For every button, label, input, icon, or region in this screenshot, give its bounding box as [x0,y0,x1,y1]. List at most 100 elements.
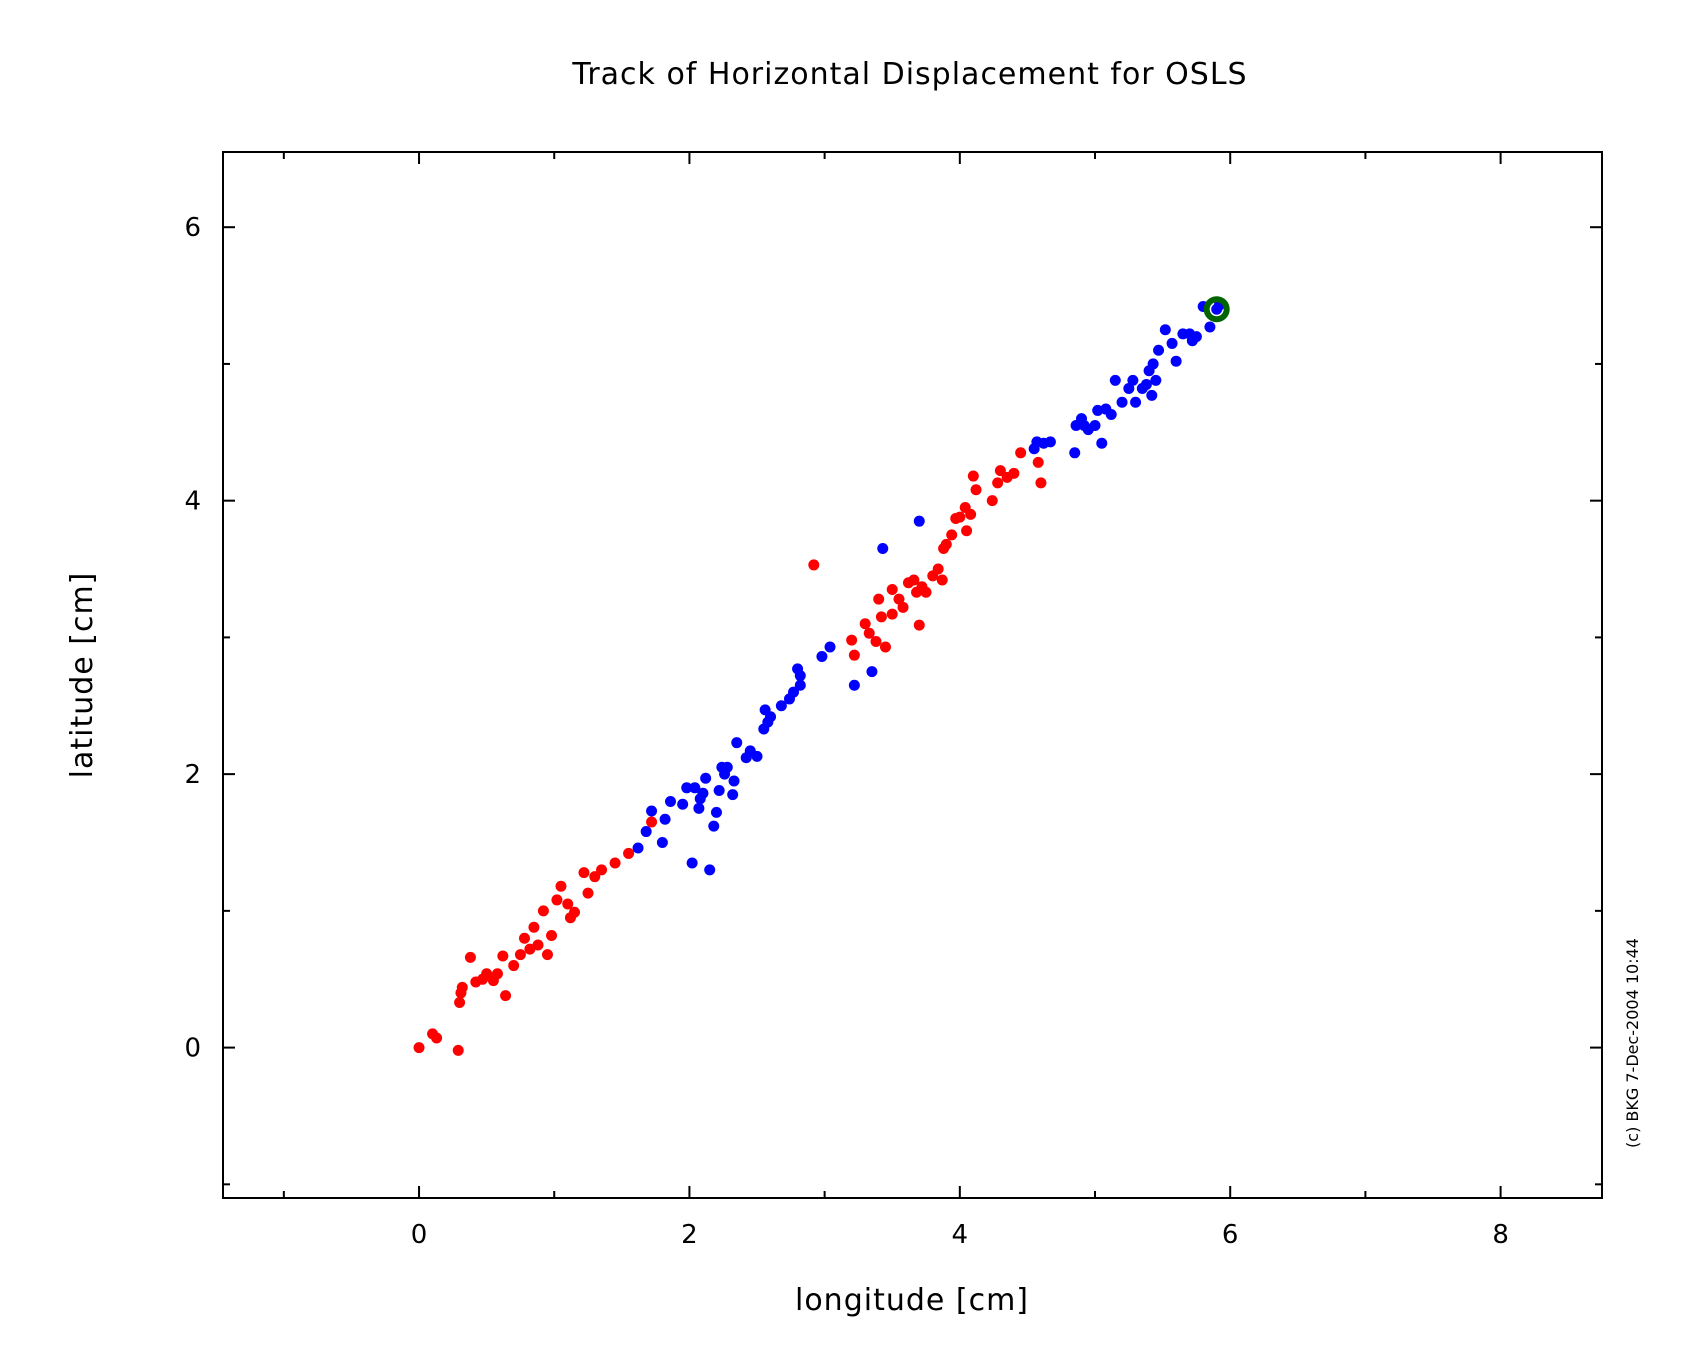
data-point [500,990,512,1002]
data-point [986,495,998,507]
data-point [1123,383,1135,395]
data-point [946,529,958,541]
data-point [508,960,520,972]
data-point [794,670,806,682]
data-point [646,805,658,817]
data-point [920,586,932,598]
data-point [454,996,466,1008]
y-axis-label: latitude [cm] [65,572,100,779]
data-point [708,820,720,832]
data-point [1032,456,1044,468]
data-point [727,789,739,801]
data-point [646,816,658,828]
data-point [677,798,689,810]
data-point [908,574,920,586]
data-point [788,686,800,698]
data-point [961,525,973,537]
data-point [1147,358,1159,370]
highlight-marker [1203,296,1230,323]
data-point [870,636,882,648]
data-point [866,666,878,678]
data-point [863,627,875,639]
data-point [1109,374,1121,386]
data-point [932,563,944,575]
data-point [518,932,530,944]
data-point [1096,437,1108,449]
data-point [1069,447,1081,459]
data-point [940,538,952,550]
data-point [431,1032,443,1044]
data-point [954,511,966,523]
credit-text: (c) BKG 7-Dec-2004 10:44 [1623,938,1642,1148]
data-point [491,968,503,980]
data-point [859,618,871,630]
y-tick-labels: 0 2 4 6 [184,213,201,1063]
data-point [623,847,635,859]
highlight-marker-group [1203,296,1230,323]
data-point [551,894,563,906]
data-point [886,584,898,596]
y-tick-label: 4 [184,487,201,517]
data-point [589,871,601,883]
data-point [846,634,858,646]
x-tick-label: 4 [952,1220,969,1250]
data-point [886,608,898,620]
x-tick-labels: 0 2 4 6 8 [411,1220,1509,1250]
data-point [632,842,644,854]
data-point [1105,409,1117,421]
data-point [528,921,540,933]
data-point [794,679,806,691]
data-point [569,906,581,918]
data-point [481,968,493,980]
data-point [562,898,574,910]
data-point [582,887,594,899]
data-point [1166,337,1178,349]
data-point [913,515,925,527]
data-point [532,939,544,951]
y-tick-label: 2 [184,760,201,790]
data-point [700,772,712,784]
data-point [704,864,716,876]
data-point [1127,374,1139,386]
data-point [555,880,567,892]
data-point [848,649,860,661]
data-point [873,593,885,605]
data-point [664,795,676,807]
x-tick-label: 8 [1492,1220,1509,1250]
data-point [1190,331,1202,343]
data-point [609,857,621,869]
data-point [514,949,526,961]
data-point [1089,419,1101,431]
data-point [681,782,693,794]
data-point [1044,436,1056,448]
data-point [546,929,558,941]
data-point [413,1042,425,1054]
data-point [893,593,905,605]
data-point [970,484,982,496]
data-point [775,700,787,712]
chart-title: Track of Horizontal Displacement for OSL… [571,57,1247,92]
data-point [765,711,777,723]
data-point [1092,404,1104,416]
data-point [656,836,668,848]
data-point [697,787,709,799]
data-point [994,465,1006,477]
data-point [731,737,743,749]
data-point [808,559,820,571]
data-point [879,641,891,653]
data-point [693,802,705,814]
x-tick-label: 2 [681,1220,698,1250]
data-point [1153,344,1165,356]
data-point [1204,321,1216,333]
data-point [1008,467,1020,479]
data-point [1159,324,1171,336]
data-point [877,543,889,555]
data-point [913,619,925,631]
data-point [537,905,549,917]
x-tick-label: 6 [1222,1220,1239,1250]
data-point [721,761,733,773]
data-point [824,641,836,653]
data-point [686,857,698,869]
data-point [689,782,701,794]
